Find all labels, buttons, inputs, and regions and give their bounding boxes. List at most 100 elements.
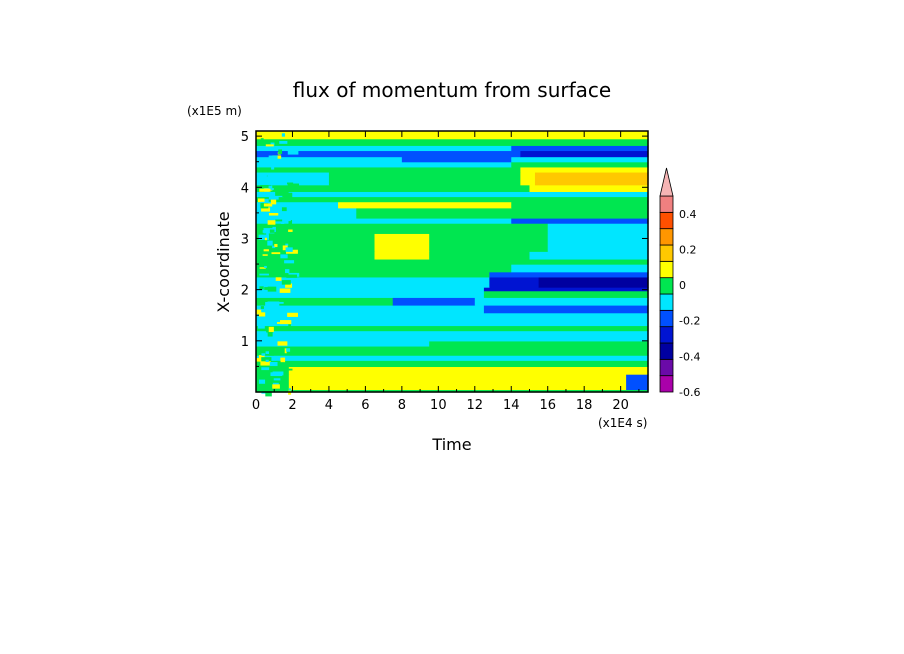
heatmap-cell (256, 145, 512, 152)
colorbar-tick-label: -0.2 (679, 315, 700, 328)
heatmap-cell (286, 348, 291, 352)
heatmap-cell (273, 281, 277, 288)
heatmap-cell (256, 309, 262, 315)
heatmap-cell (265, 144, 274, 147)
heatmap-cell (520, 150, 649, 158)
heatmap-cell (256, 271, 490, 278)
heatmap-cell (259, 286, 264, 290)
heatmap-cell (268, 175, 273, 179)
heatmap-cell (256, 258, 649, 265)
colorbar-swatch (659, 260, 674, 279)
heatmap-cell (288, 220, 293, 225)
heatmap-cell (285, 302, 290, 305)
heatmap-cell (256, 345, 649, 356)
heatmap-cell (256, 325, 649, 332)
heatmap-cell (256, 360, 649, 368)
heatmap-cell (256, 290, 485, 298)
heatmap-cell (272, 382, 279, 386)
x-tick-label: 6 (361, 398, 369, 413)
heatmap-cell (256, 196, 649, 203)
heatmap-cell (256, 355, 649, 361)
heatmap-cell (264, 237, 267, 241)
heatmap-cell (271, 272, 275, 277)
heatmap-cell (278, 318, 282, 325)
heatmap-cell (338, 201, 512, 209)
colorbar-tick-label: -0.4 (679, 350, 700, 363)
x-tick-label: 4 (325, 398, 333, 413)
heatmap-cell (256, 312, 649, 327)
heatmap-cell (270, 372, 283, 377)
heatmap-cell (285, 243, 289, 246)
heatmap-cell (282, 192, 293, 198)
heatmap-cell (259, 188, 271, 192)
x-tick-label: 10 (430, 398, 447, 413)
heatmap-cell (374, 233, 430, 252)
heatmap-cell (260, 201, 271, 204)
heatmap-cell (288, 322, 291, 328)
heatmap-cell (392, 297, 476, 306)
heatmap-cell (270, 142, 275, 146)
heatmap-cell (256, 287, 485, 292)
heatmap-cell (261, 216, 267, 221)
heatmap-cell (374, 251, 430, 260)
heatmap-cell (268, 196, 279, 200)
heatmap-cell (258, 234, 269, 240)
heatmap-cell (288, 229, 293, 232)
heatmap-cell (279, 388, 284, 391)
heatmap-cell (271, 252, 281, 255)
heatmap-cell (256, 223, 549, 234)
heatmap-cell (256, 251, 376, 260)
chart-title: flux of momentum from surface (293, 78, 611, 102)
x-tick-label: 14 (503, 398, 520, 413)
heatmap-cell (277, 389, 280, 393)
heatmap-cell (511, 156, 649, 163)
heatmap-cell (263, 198, 269, 205)
heatmap-cell (282, 245, 288, 251)
heatmap-cell (262, 172, 267, 178)
colorbar-extend-arrow (659, 167, 674, 197)
heatmap-cell (279, 288, 291, 293)
y-axis-label: X-coordinate (214, 211, 233, 312)
heatmap-cell (261, 207, 271, 212)
heatmap-cell (273, 378, 281, 381)
heatmap-cell (260, 138, 264, 143)
heatmap-cell (429, 233, 549, 252)
heatmap-cell (268, 185, 273, 191)
heatmap-cell (268, 212, 279, 216)
heatmap-cell (547, 233, 649, 252)
heatmap-cell (263, 203, 273, 207)
heatmap-cell (285, 216, 291, 222)
heatmap-cell (261, 357, 272, 362)
heatmap-cell (538, 276, 649, 288)
heatmap-cell (263, 228, 275, 234)
edge-noise (256, 133, 300, 397)
heatmap-cell (272, 226, 276, 233)
heatmap-cell (256, 297, 394, 306)
heatmap-cell (280, 254, 288, 259)
heatmap-cell (279, 190, 289, 195)
heatmap-cell (284, 203, 288, 207)
colorbar-swatch (659, 277, 674, 295)
colorbar-tick-label: -0.6 (679, 386, 700, 399)
heatmap-cell (256, 358, 262, 362)
heatmap-cell (286, 274, 297, 278)
heatmap-cell (256, 218, 512, 224)
heatmap-cell (277, 341, 288, 346)
heatmap-cell (256, 191, 649, 198)
heatmap-cell (511, 201, 649, 209)
y-tick-label: 3 (241, 232, 249, 247)
heatmap-cell (268, 368, 276, 371)
colorbar-tick-label: 0 (679, 279, 686, 292)
heatmap-cell (269, 310, 280, 314)
heatmap-cell (259, 267, 266, 269)
heatmap-cell (511, 145, 649, 152)
heatmap-cell (529, 184, 649, 192)
colorbar-tick-label: 0.4 (679, 208, 697, 221)
x-tick-label: 2 (288, 398, 296, 413)
heatmap-cell (256, 276, 490, 288)
heatmap-cell (263, 249, 269, 252)
heatmap-cell (271, 166, 275, 170)
heatmap-cell (265, 301, 270, 307)
y-ticks: 1 2 3 4 5 (241, 130, 648, 367)
heatmap-cell (261, 367, 270, 371)
